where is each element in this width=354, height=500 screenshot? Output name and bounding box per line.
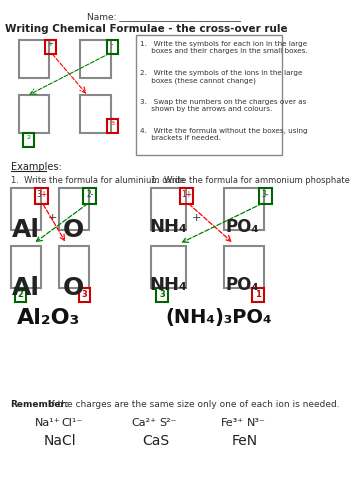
Text: Cl¹⁻: Cl¹⁻ (62, 418, 83, 428)
Text: (NH₄)₃PO₄: (NH₄)₃PO₄ (165, 308, 272, 327)
Text: PO₄: PO₄ (225, 276, 259, 294)
Bar (35, 188, 48, 204)
Text: Remember:: Remember: (11, 400, 69, 409)
Text: 2: 2 (26, 135, 30, 140)
Bar (59, 246, 89, 288)
Bar (59, 188, 89, 230)
Text: 1: 1 (255, 290, 261, 299)
Text: 1.   Write the symbols for each ion in the large
     boxes and their charges in: 1. Write the symbols for each ion in the… (140, 41, 308, 54)
Text: 3: 3 (81, 290, 87, 299)
Text: 3: 3 (110, 121, 114, 126)
Text: Al: Al (12, 276, 40, 300)
Bar (224, 188, 264, 230)
Bar (151, 246, 186, 288)
Bar (80, 95, 111, 133)
Bar (107, 119, 118, 133)
Text: O: O (63, 218, 85, 242)
Text: 2-: 2- (86, 190, 93, 199)
Bar (180, 188, 193, 204)
Text: Examples:: Examples: (11, 162, 61, 172)
Bar (252, 288, 264, 302)
Text: N³⁻: N³⁻ (247, 418, 266, 428)
Text: 4.   Write the formula without the boxes, using
     brackets if needed.: 4. Write the formula without the boxes, … (140, 128, 308, 141)
Bar (156, 288, 167, 302)
Text: CaS: CaS (143, 434, 170, 448)
Text: FeN: FeN (232, 434, 257, 448)
Bar (84, 188, 96, 204)
Text: 1.  Write the formula for aluminium oxide: 1. Write the formula for aluminium oxide (11, 176, 184, 185)
Text: +: + (47, 213, 57, 223)
Text: Writing Chemical Formulae - the cross-over rule: Writing Chemical Formulae - the cross-ov… (5, 24, 287, 34)
Text: 2.   Write the symbols of the ions in the large
     boxes (these cannot change): 2. Write the symbols of the ions in the … (140, 70, 303, 84)
Bar (23, 133, 34, 147)
Text: Al₂O₃: Al₂O₃ (17, 308, 80, 328)
Text: 3+: 3+ (36, 190, 47, 199)
Bar (18, 40, 49, 78)
Bar (18, 95, 49, 133)
Text: 1+: 1+ (181, 190, 192, 199)
Text: Name: ___________________________: Name: ___________________________ (87, 12, 241, 21)
Bar (136, 35, 282, 155)
Bar (45, 40, 56, 54)
Text: PO₄: PO₄ (225, 218, 259, 236)
Text: +: + (48, 41, 53, 47)
Text: Na¹⁺: Na¹⁺ (35, 418, 61, 428)
Text: O: O (63, 276, 85, 300)
Text: 1.  Write the formula for ammonium phosphate: 1. Write the formula for ammonium phosph… (151, 176, 349, 185)
Text: If the charges are the same size only one of each ion is needed.: If the charges are the same size only on… (46, 400, 339, 409)
Text: -: - (111, 41, 114, 47)
Bar (259, 188, 272, 204)
Text: +: + (192, 213, 201, 223)
Bar (11, 188, 41, 230)
Bar (151, 188, 186, 230)
Text: 3-: 3- (261, 190, 269, 199)
Bar (107, 40, 118, 54)
Text: Fe³⁺: Fe³⁺ (221, 418, 244, 428)
Text: Al: Al (12, 218, 40, 242)
Bar (80, 40, 111, 78)
Text: 3: 3 (159, 290, 165, 299)
Text: Ca²⁺: Ca²⁺ (132, 418, 157, 428)
Bar (11, 246, 41, 288)
Bar (79, 288, 90, 302)
Text: NH₄: NH₄ (149, 218, 187, 236)
Text: NH₄: NH₄ (149, 276, 187, 294)
Text: NaCl: NaCl (44, 434, 76, 448)
Bar (224, 246, 264, 288)
Text: 2: 2 (17, 290, 23, 299)
Text: 3.   Swap the numbers on the charges over as
     shown by the arrows and colour: 3. Swap the numbers on the charges over … (140, 99, 307, 112)
Bar (15, 288, 26, 302)
Text: S²⁻: S²⁻ (160, 418, 177, 428)
